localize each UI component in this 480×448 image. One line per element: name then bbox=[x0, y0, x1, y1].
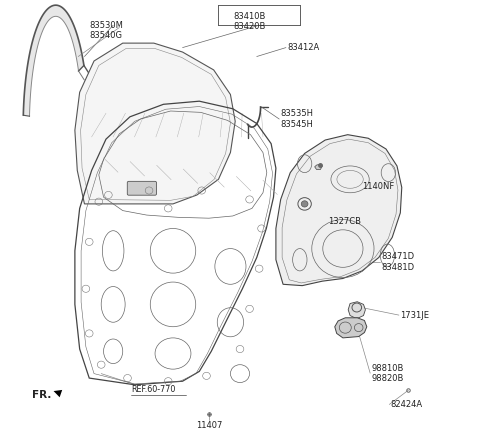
FancyBboxPatch shape bbox=[127, 181, 156, 195]
Polygon shape bbox=[276, 135, 402, 286]
Text: 1731JE: 1731JE bbox=[400, 311, 429, 320]
Polygon shape bbox=[75, 43, 235, 204]
Text: 83471D
83481D: 83471D 83481D bbox=[381, 252, 414, 271]
Polygon shape bbox=[348, 302, 365, 318]
Polygon shape bbox=[24, 5, 84, 116]
Text: 83412A: 83412A bbox=[288, 43, 320, 52]
Text: 98810B
98820B: 98810B 98820B bbox=[372, 364, 404, 383]
Circle shape bbox=[301, 201, 308, 207]
Text: 82424A: 82424A bbox=[391, 401, 423, 409]
Text: REF.60-770: REF.60-770 bbox=[131, 385, 175, 394]
Text: 83410B
83420B: 83410B 83420B bbox=[233, 12, 266, 31]
Text: 83535H
83545H: 83535H 83545H bbox=[281, 109, 314, 129]
Polygon shape bbox=[335, 318, 367, 338]
Text: 1140NF: 1140NF bbox=[362, 181, 394, 190]
Polygon shape bbox=[315, 164, 323, 169]
Text: 83530M
83540G: 83530M 83540G bbox=[89, 21, 123, 40]
Text: 11407: 11407 bbox=[196, 422, 222, 431]
Text: 1327CB: 1327CB bbox=[328, 217, 361, 226]
Text: FR.: FR. bbox=[32, 390, 51, 400]
